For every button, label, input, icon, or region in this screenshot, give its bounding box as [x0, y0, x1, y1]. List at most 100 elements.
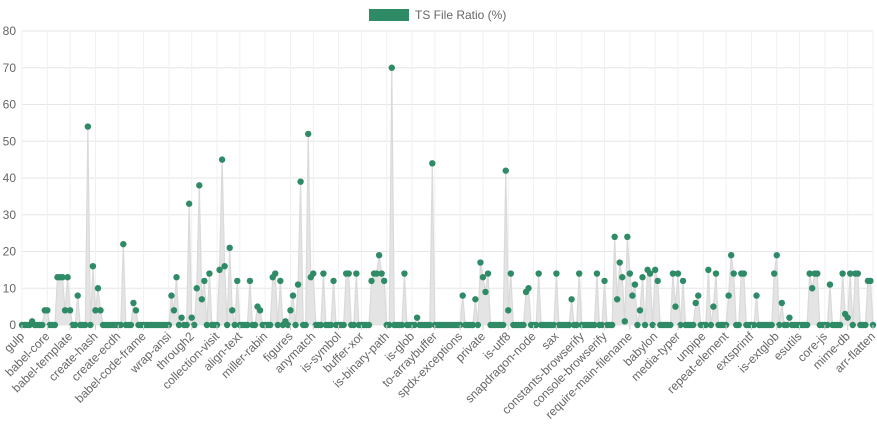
- data-point[interactable]: [196, 182, 203, 189]
- data-point[interactable]: [330, 277, 337, 285]
- data-point[interactable]: [246, 277, 254, 285]
- data-point[interactable]: [198, 296, 206, 303]
- data-point[interactable]: [173, 274, 180, 281]
- data-point[interactable]: [702, 321, 710, 329]
- data-point[interactable]: [649, 321, 656, 329]
- data-point[interactable]: [345, 270, 352, 277]
- data-point[interactable]: [340, 321, 347, 329]
- data-point[interactable]: [565, 321, 573, 329]
- data-point[interactable]: [223, 321, 231, 329]
- data-point[interactable]: [500, 321, 507, 329]
- data-point[interactable]: [836, 321, 844, 329]
- data-point[interactable]: [51, 321, 59, 329]
- data-point[interactable]: [97, 307, 104, 314]
- data-point[interactable]: [170, 307, 178, 314]
- data-point[interactable]: [839, 270, 846, 277]
- data-point[interactable]: [532, 321, 540, 329]
- data-point[interactable]: [168, 292, 175, 299]
- data-point[interactable]: [854, 270, 861, 277]
- data-point[interactable]: [674, 270, 682, 277]
- data-point[interactable]: [809, 285, 816, 292]
- data-point[interactable]: [388, 64, 395, 71]
- data-point[interactable]: [705, 266, 712, 274]
- data-point[interactable]: [267, 321, 274, 329]
- data-point[interactable]: [631, 281, 639, 288]
- data-point[interactable]: [641, 321, 649, 329]
- data-point[interactable]: [783, 321, 791, 329]
- data-point[interactable]: [593, 270, 601, 277]
- data-point[interactable]: [634, 321, 641, 329]
- data-point[interactable]: [378, 270, 385, 277]
- data-point[interactable]: [84, 123, 92, 130]
- data-point[interactable]: [44, 307, 51, 314]
- data-point[interactable]: [74, 292, 81, 299]
- data-point[interactable]: [654, 277, 661, 285]
- data-point[interactable]: [272, 270, 279, 277]
- data-point[interactable]: [302, 321, 309, 329]
- data-point[interactable]: [611, 233, 618, 240]
- data-point[interactable]: [646, 270, 654, 277]
- data-point[interactable]: [66, 307, 74, 314]
- data-point[interactable]: [353, 270, 360, 277]
- data-point[interactable]: [712, 270, 720, 277]
- data-point[interactable]: [120, 240, 127, 248]
- data-point[interactable]: [401, 270, 408, 277]
- data-point[interactable]: [525, 285, 532, 292]
- data-point[interactable]: [735, 321, 742, 329]
- data-point[interactable]: [289, 292, 297, 299]
- data-point[interactable]: [320, 270, 327, 277]
- data-point[interactable]: [64, 274, 71, 281]
- data-point[interactable]: [284, 321, 292, 329]
- data-point[interactable]: [535, 270, 542, 277]
- data-point[interactable]: [386, 321, 393, 329]
- data-point[interactable]: [847, 270, 854, 277]
- data-point[interactable]: [750, 321, 758, 329]
- data-point[interactable]: [672, 303, 679, 310]
- data-point[interactable]: [426, 321, 433, 329]
- data-point[interactable]: [411, 321, 418, 329]
- data-point[interactable]: [218, 156, 226, 163]
- data-point[interactable]: [553, 270, 560, 277]
- data-point[interactable]: [608, 321, 616, 329]
- data-point[interactable]: [651, 266, 659, 274]
- data-point[interactable]: [692, 299, 699, 307]
- data-point[interactable]: [725, 292, 732, 299]
- data-point[interactable]: [61, 307, 69, 314]
- data-point[interactable]: [695, 292, 702, 299]
- data-point[interactable]: [305, 130, 312, 138]
- data-point[interactable]: [568, 296, 575, 303]
- data-point[interactable]: [814, 270, 821, 277]
- data-point[interactable]: [786, 314, 793, 321]
- data-point[interactable]: [689, 321, 697, 329]
- data-point[interactable]: [82, 321, 89, 329]
- data-point[interactable]: [477, 259, 484, 266]
- data-point[interactable]: [277, 277, 284, 285]
- data-point[interactable]: [127, 321, 135, 329]
- data-point[interactable]: [310, 270, 317, 277]
- data-point[interactable]: [768, 321, 775, 329]
- data-point[interactable]: [251, 321, 259, 329]
- data-point[interactable]: [778, 299, 786, 307]
- data-point[interactable]: [39, 321, 46, 329]
- data-point[interactable]: [234, 277, 241, 285]
- data-point[interactable]: [667, 321, 674, 329]
- data-point[interactable]: [624, 233, 631, 240]
- data-point[interactable]: [71, 321, 79, 329]
- data-point[interactable]: [636, 307, 644, 314]
- data-point[interactable]: [771, 270, 778, 277]
- data-point[interactable]: [727, 251, 735, 259]
- data-point[interactable]: [178, 314, 185, 321]
- data-point[interactable]: [482, 288, 489, 296]
- data-point[interactable]: [89, 263, 97, 270]
- data-point[interactable]: [598, 321, 606, 329]
- data-point[interactable]: [256, 307, 264, 314]
- data-point[interactable]: [350, 321, 357, 329]
- data-point[interactable]: [629, 292, 636, 299]
- data-point[interactable]: [185, 200, 193, 207]
- data-point[interactable]: [375, 251, 383, 259]
- data-point[interactable]: [679, 277, 687, 285]
- data-point[interactable]: [175, 321, 183, 329]
- data-point[interactable]: [806, 270, 813, 277]
- data-point[interactable]: [459, 292, 466, 299]
- data-point[interactable]: [849, 321, 856, 329]
